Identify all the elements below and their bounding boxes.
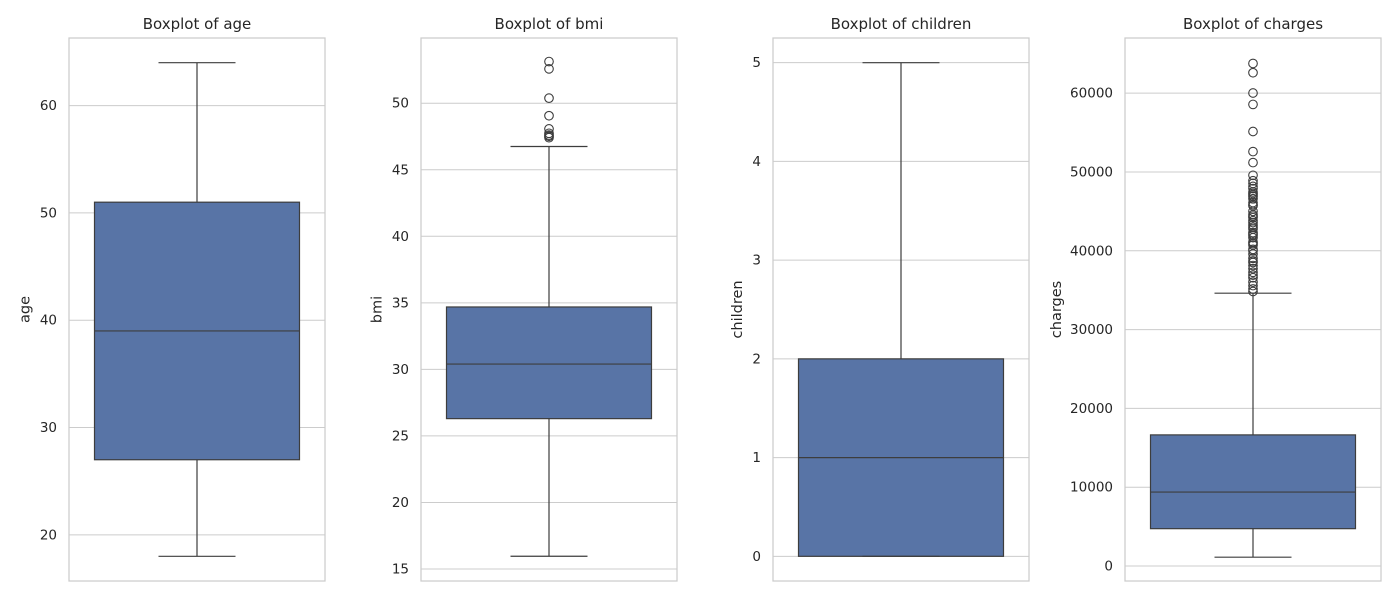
- y-tick-label: 50000: [1070, 164, 1113, 180]
- y-tick-label: 20000: [1070, 401, 1113, 417]
- outlier-point: [1248, 272, 1258, 283]
- outlier-point: [1248, 277, 1258, 287]
- y-tick-label: 0: [1104, 559, 1113, 575]
- y-tick-label: 30: [40, 420, 57, 436]
- outlier-point: [1248, 58, 1258, 69]
- outlier-point: [1248, 88, 1258, 98]
- outlier-point: [1248, 193, 1258, 204]
- axes-frame: [1124, 37, 1382, 582]
- outlier-point: [1248, 126, 1258, 137]
- outlier-point: [1248, 67, 1258, 78]
- outlier-point: [544, 64, 554, 74]
- box-iqr: [1149, 434, 1357, 530]
- outlier-point: [1248, 170, 1258, 181]
- outlier-point: [1248, 270, 1258, 280]
- outlier-point: [544, 110, 554, 121]
- y-tick-label: 20: [392, 495, 409, 511]
- y-tick-label: 20: [40, 527, 57, 543]
- y-axis-label: age: [18, 296, 34, 323]
- outlier-point: [544, 128, 554, 139]
- subplot-1: 20 30 40 50 60 Boxplot of age age: [18, 15, 326, 582]
- subplot-title: Boxplot of age: [143, 15, 252, 33]
- y-axis-label: charges: [1049, 281, 1065, 338]
- outlier-point: [1248, 256, 1258, 266]
- outlier-point: [1248, 286, 1258, 297]
- y-tick-label: 2: [752, 351, 761, 367]
- axes-frame: [68, 37, 326, 582]
- y-tick-label: 15: [392, 562, 409, 578]
- y-tick-label: 35: [392, 295, 409, 311]
- subplot-3: 0 1 2 3 4 5 Boxplot of children children: [730, 15, 1030, 582]
- outlier-point: [1248, 260, 1258, 271]
- y-tick-label: 50: [40, 205, 57, 221]
- axes-frame: [420, 37, 678, 582]
- y-tick-label: 10000: [1070, 480, 1113, 496]
- subplot-title: Boxplot of children: [831, 15, 972, 33]
- outlier-point: [1248, 175, 1258, 186]
- outlier-point: [1248, 280, 1258, 291]
- y-tick-label: 5: [752, 55, 761, 71]
- outlier-point: [1248, 284, 1258, 294]
- outlier-point: [1248, 215, 1258, 226]
- box-iqr: [445, 306, 653, 420]
- y-axis-label: bmi: [370, 296, 386, 323]
- outlier-point: [544, 93, 554, 104]
- outlier-point: [544, 124, 554, 134]
- y-tick-label: 1: [752, 450, 761, 466]
- subplot-title: Boxplot of charges: [1183, 15, 1323, 33]
- y-tick-label: 30: [392, 362, 409, 378]
- y-tick-label: 60000: [1070, 86, 1113, 102]
- y-tick-label: 25: [392, 428, 409, 444]
- y-axis-label: children: [730, 280, 746, 338]
- y-tick-label: 3: [752, 253, 761, 269]
- outlier-point: [1248, 267, 1258, 278]
- outlier-point: [1248, 244, 1258, 255]
- y-tick-label: 50: [392, 96, 409, 112]
- y-tick-label: 40: [40, 313, 57, 329]
- y-tick-label: 40: [392, 229, 409, 245]
- y-tick-label: 4: [752, 154, 761, 170]
- subplot-4: 0 10000 20000 30000 40000 50000 60000 Boxplot o…: [1049, 15, 1382, 582]
- subplot-title: Boxplot of bmi: [495, 15, 604, 33]
- y-tick-label: 30000: [1070, 322, 1113, 338]
- y-tick-label: 40000: [1070, 243, 1113, 259]
- outlier-point: [1248, 227, 1258, 238]
- outlier-point: [1248, 263, 1258, 274]
- axes-frame: [772, 37, 1030, 582]
- subplot-2: 15 20 25 30 35 40 45 50 Boxplot of bmi bmi: [370, 15, 678, 582]
- outlier-point: [544, 56, 554, 67]
- outlier-point: [1248, 157, 1258, 168]
- outlier-point: [1248, 237, 1258, 247]
- y-tick-label: 0: [752, 549, 761, 565]
- y-tick-label: 45: [392, 162, 409, 178]
- outlier-point: [1248, 181, 1258, 192]
- y-tick-label: 60: [40, 98, 57, 114]
- outlier-point: [1248, 146, 1258, 157]
- outlier-point: [1248, 99, 1258, 110]
